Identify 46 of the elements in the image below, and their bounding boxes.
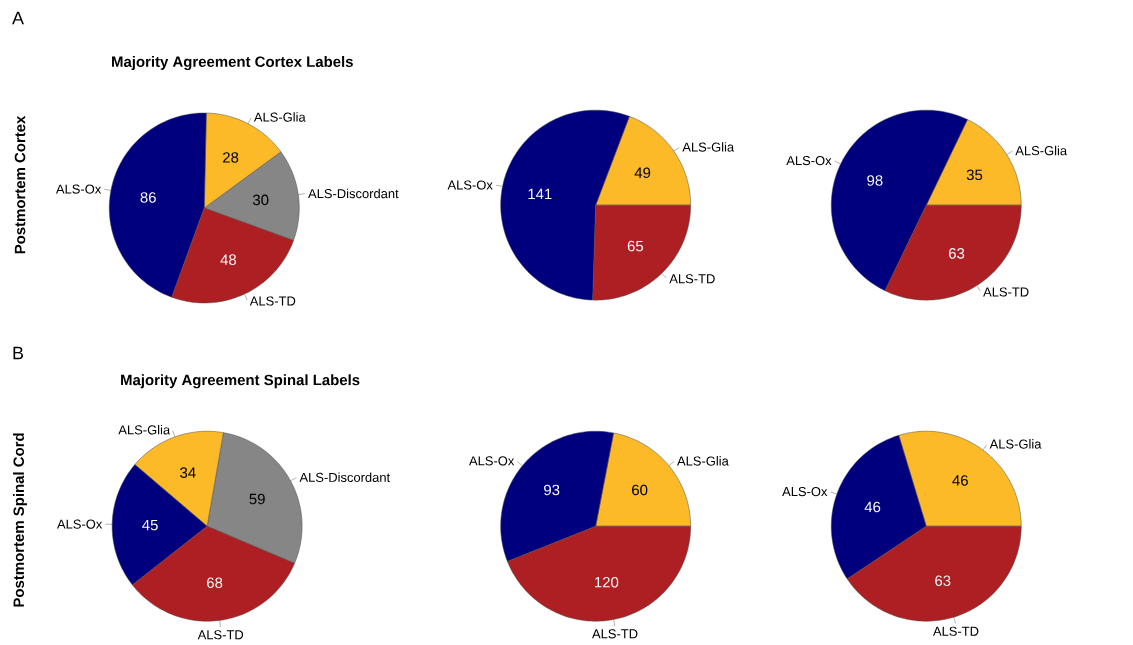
data-label: 34 — [180, 467, 196, 478]
data-label: 28 — [223, 152, 239, 163]
slice-label: ALS-TD — [932, 626, 979, 636]
data-label: 63 — [949, 248, 965, 259]
slice-label: ALS-Glia — [253, 112, 306, 122]
slice-label: ALS-Glia — [677, 456, 729, 466]
slice-label: ALS-Ox — [447, 180, 493, 190]
slice-label: ALS-TD — [197, 630, 244, 640]
slice-label: ALS-Ox — [469, 456, 515, 466]
slice-label: ALS-Ox — [782, 486, 828, 497]
slice-label: ALS-Ox — [786, 155, 832, 166]
slice-label: ALS-Discordant — [299, 472, 391, 482]
data-label: 49 — [634, 167, 651, 179]
text: A — [12, 11, 24, 25]
data-label: 46 — [864, 501, 881, 513]
data-label: 30 — [252, 194, 269, 206]
data-label: 35 — [966, 169, 983, 181]
data-label: 68 — [207, 577, 223, 589]
chart-title: Majority Agreement Cortex Labels — [112, 56, 353, 71]
text: B — [13, 346, 24, 360]
text: Postmortem Spinal Cord — [13, 433, 27, 607]
slice-label: ALS-TD — [983, 287, 1029, 297]
data-label: 60 — [632, 484, 648, 496]
slice-label: ALS-Glia — [989, 439, 1042, 449]
text: Postmortem Cortex — [14, 115, 26, 254]
slice-label: ALS-TD — [592, 629, 638, 639]
data-label: 65 — [627, 240, 644, 252]
data-label: 93 — [544, 484, 560, 496]
data-label: 46 — [952, 475, 968, 486]
data-label: 141 — [528, 188, 552, 200]
data-label: 98 — [867, 175, 883, 186]
data-label: 86 — [140, 192, 156, 203]
slice-label: ALS-Ox — [55, 184, 102, 194]
data-label: 120 — [595, 576, 619, 588]
data-label: 59 — [249, 493, 265, 505]
slice-label: ALS-Glia — [1015, 145, 1068, 156]
slice-label: ALS-Glia — [118, 424, 171, 435]
data-label: 45 — [142, 519, 158, 531]
slice-label: ALS-Ox — [57, 519, 103, 529]
slice-label: ALS-Glia — [682, 142, 735, 152]
data-label: 63 — [935, 575, 951, 587]
chart-title: Majority Agreement Spinal Labels — [121, 374, 360, 389]
slice-label: ALS-Discordant — [308, 188, 399, 199]
slice-label: ALS-TD — [249, 296, 296, 306]
slice-label: ALS-TD — [669, 274, 715, 284]
data-label: 48 — [220, 254, 237, 265]
